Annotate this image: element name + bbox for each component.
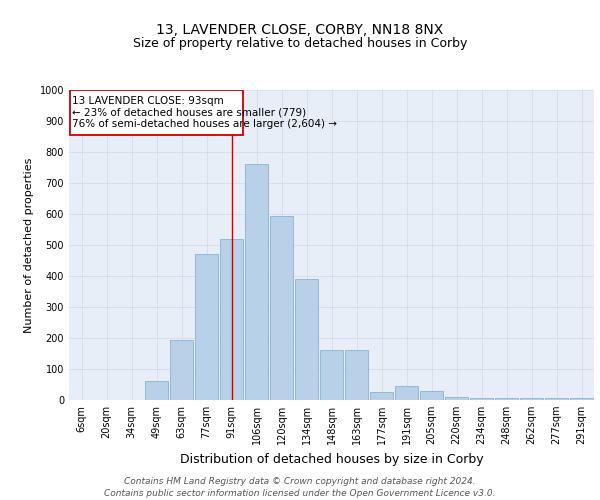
Bar xyxy=(345,350,368,400)
Bar xyxy=(245,164,268,400)
Bar xyxy=(220,239,243,400)
Bar xyxy=(170,340,193,400)
Text: 13 LAVENDER CLOSE: 93sqm: 13 LAVENDER CLOSE: 93sqm xyxy=(72,96,224,106)
Bar xyxy=(470,398,493,400)
Bar xyxy=(420,390,443,400)
Text: 76% of semi-detached houses are larger (2,604) →: 76% of semi-detached houses are larger (… xyxy=(72,120,337,130)
FancyBboxPatch shape xyxy=(70,90,243,135)
X-axis label: Distribution of detached houses by size in Corby: Distribution of detached houses by size … xyxy=(179,452,484,466)
Bar xyxy=(545,398,568,400)
Bar xyxy=(520,398,543,400)
Bar xyxy=(370,392,393,400)
Bar xyxy=(495,398,518,400)
Text: Contains HM Land Registry data © Crown copyright and database right 2024.
Contai: Contains HM Land Registry data © Crown c… xyxy=(104,476,496,498)
Text: 13, LAVENDER CLOSE, CORBY, NN18 8NX: 13, LAVENDER CLOSE, CORBY, NN18 8NX xyxy=(157,22,443,36)
Bar xyxy=(195,254,218,400)
Text: Size of property relative to detached houses in Corby: Size of property relative to detached ho… xyxy=(133,38,467,51)
Bar xyxy=(570,398,593,400)
Bar xyxy=(145,382,168,400)
Y-axis label: Number of detached properties: Number of detached properties xyxy=(24,158,34,332)
Bar xyxy=(445,397,468,400)
Bar xyxy=(270,216,293,400)
Bar xyxy=(295,279,318,400)
Text: ← 23% of detached houses are smaller (779): ← 23% of detached houses are smaller (77… xyxy=(72,108,306,118)
Bar xyxy=(395,386,418,400)
Bar xyxy=(320,350,343,400)
